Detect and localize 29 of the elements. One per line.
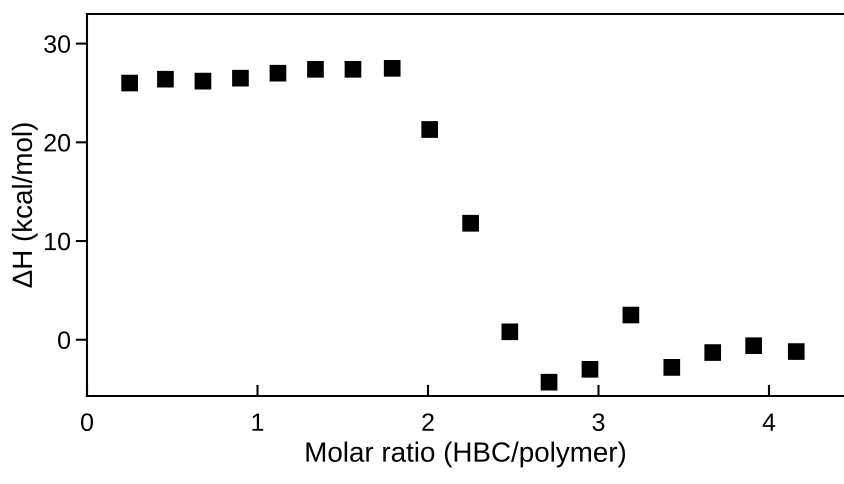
point bbox=[121, 74, 138, 92]
point bbox=[582, 361, 598, 378]
point bbox=[421, 121, 438, 138]
point bbox=[384, 60, 401, 77]
point bbox=[540, 374, 558, 391]
point bbox=[788, 343, 805, 360]
point bbox=[157, 70, 174, 88]
point bbox=[663, 359, 680, 376]
x-tick-label: 4 bbox=[762, 414, 776, 431]
x-tick-label: 3 bbox=[592, 413, 604, 432]
point bbox=[344, 60, 362, 78]
y-tick-label: 20 bbox=[44, 134, 70, 152]
point bbox=[307, 60, 324, 78]
x-tick-label: 1 bbox=[252, 414, 264, 431]
y-axis-title: ΔH (kcal/mol) bbox=[12, 123, 38, 288]
y-tick-label: 0 bbox=[58, 331, 70, 350]
point bbox=[232, 70, 249, 86]
point bbox=[622, 306, 640, 324]
point bbox=[462, 214, 479, 232]
point bbox=[704, 344, 722, 361]
y-tick-label: 30 bbox=[44, 35, 70, 53]
point bbox=[194, 72, 212, 90]
point bbox=[270, 64, 286, 82]
point bbox=[745, 337, 762, 354]
x-tick-label: 0 bbox=[81, 413, 93, 432]
point bbox=[501, 324, 518, 340]
x-axis-title: Molar ratio (HBC/polymer) bbox=[306, 442, 626, 468]
x-tick-label: 2 bbox=[422, 413, 434, 431]
y-tick-label: 10 bbox=[45, 232, 70, 250]
